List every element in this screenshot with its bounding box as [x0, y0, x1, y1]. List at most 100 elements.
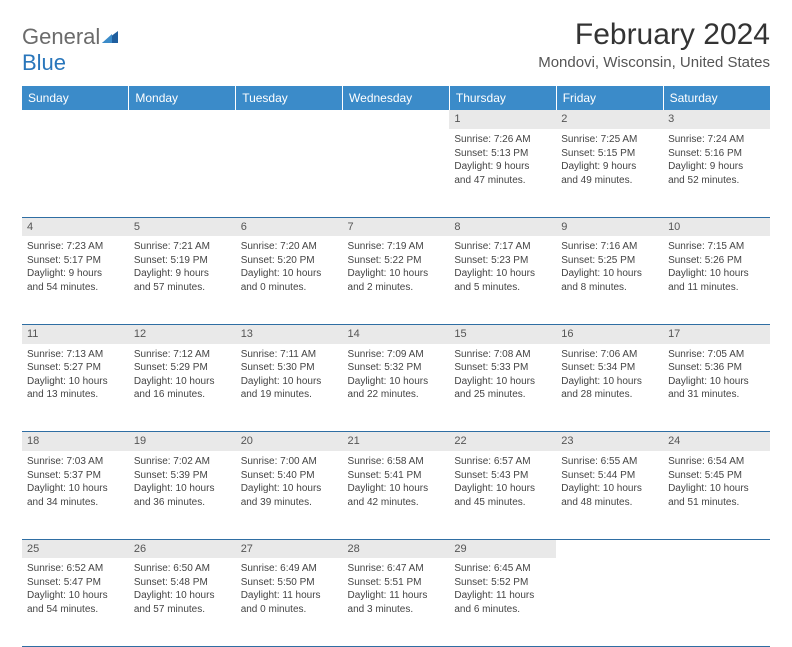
day-cell-line: Daylight: 9 hours: [561, 160, 658, 174]
day-cell-line: and 34 minutes.: [27, 496, 124, 510]
day-number-cell: 18: [22, 432, 129, 451]
day-cell: Sunrise: 7:15 AMSunset: 5:26 PMDaylight:…: [663, 236, 770, 324]
day-cell: Sunrise: 7:20 AMSunset: 5:20 PMDaylight:…: [236, 236, 343, 324]
calendar-table: Sunday Monday Tuesday Wednesday Thursday…: [22, 86, 770, 647]
day-cell-line: Sunrise: 7:08 AM: [454, 348, 551, 362]
day-cell-line: Daylight: 10 hours: [454, 482, 551, 496]
day-cell: Sunrise: 7:09 AMSunset: 5:32 PMDaylight:…: [343, 344, 450, 432]
day-cell-line: Daylight: 10 hours: [668, 267, 765, 281]
day-number-cell: 21: [343, 432, 450, 451]
day-cell-line: and 16 minutes.: [134, 388, 231, 402]
day-cell-line: Sunset: 5:34 PM: [561, 361, 658, 375]
day-content-row: Sunrise: 7:03 AMSunset: 5:37 PMDaylight:…: [22, 451, 770, 539]
day-content-row: Sunrise: 6:52 AMSunset: 5:47 PMDaylight:…: [22, 558, 770, 646]
day-cell: Sunrise: 6:57 AMSunset: 5:43 PMDaylight:…: [449, 451, 556, 539]
day-cell-line: and 57 minutes.: [134, 281, 231, 295]
day-cell-line: Sunrise: 7:09 AM: [348, 348, 445, 362]
location-subtitle: Mondovi, Wisconsin, United States: [538, 54, 770, 71]
day-cell: [343, 129, 450, 217]
day-cell: [22, 129, 129, 217]
day-cell-line: Sunrise: 7:20 AM: [241, 240, 338, 254]
day-cell-line: Sunset: 5:52 PM: [454, 576, 551, 590]
day-header: Sunday: [22, 86, 129, 110]
day-cell-line: Sunrise: 7:17 AM: [454, 240, 551, 254]
day-cell-line: Daylight: 9 hours: [134, 267, 231, 281]
day-number-cell: 6: [236, 217, 343, 236]
day-cell: Sunrise: 7:05 AMSunset: 5:36 PMDaylight:…: [663, 344, 770, 432]
day-cell-line: Daylight: 11 hours: [241, 589, 338, 603]
day-cell-line: Daylight: 10 hours: [241, 267, 338, 281]
day-number-cell: 3: [663, 110, 770, 129]
day-cell: [663, 558, 770, 646]
day-cell-line: and 6 minutes.: [454, 603, 551, 617]
day-cell-line: Sunset: 5:45 PM: [668, 469, 765, 483]
day-number-row: 45678910: [22, 217, 770, 236]
day-cell-line: Sunset: 5:40 PM: [241, 469, 338, 483]
day-cell-line: Daylight: 10 hours: [348, 375, 445, 389]
day-cell: Sunrise: 7:17 AMSunset: 5:23 PMDaylight:…: [449, 236, 556, 324]
day-cell: [556, 558, 663, 646]
day-cell-line: Daylight: 11 hours: [454, 589, 551, 603]
day-cell: [129, 129, 236, 217]
day-number-cell: 11: [22, 324, 129, 343]
day-cell-line: and 54 minutes.: [27, 281, 124, 295]
day-cell: Sunrise: 7:03 AMSunset: 5:37 PMDaylight:…: [22, 451, 129, 539]
day-cell-line: Sunrise: 7:12 AM: [134, 348, 231, 362]
page-header: General Blue February 2024 Mondovi, Wisc…: [22, 18, 770, 76]
day-header: Monday: [129, 86, 236, 110]
day-cell-line: Sunset: 5:41 PM: [348, 469, 445, 483]
day-cell-line: Sunset: 5:15 PM: [561, 147, 658, 161]
day-cell-line: Sunset: 5:30 PM: [241, 361, 338, 375]
day-cell-line: Sunrise: 7:02 AM: [134, 455, 231, 469]
day-cell-line: Sunrise: 6:54 AM: [668, 455, 765, 469]
day-cell: Sunrise: 7:08 AMSunset: 5:33 PMDaylight:…: [449, 344, 556, 432]
day-number-cell: 5: [129, 217, 236, 236]
day-cell-line: Daylight: 10 hours: [27, 589, 124, 603]
day-cell-line: and 31 minutes.: [668, 388, 765, 402]
day-cell-line: Sunset: 5:32 PM: [348, 361, 445, 375]
day-number-cell: 7: [343, 217, 450, 236]
day-cell-line: Sunrise: 7:11 AM: [241, 348, 338, 362]
day-cell-line: Sunset: 5:33 PM: [454, 361, 551, 375]
day-header: Thursday: [449, 86, 556, 110]
day-cell-line: Sunset: 5:47 PM: [27, 576, 124, 590]
day-number-row: 18192021222324: [22, 432, 770, 451]
day-cell-line: and 47 minutes.: [454, 174, 551, 188]
day-cell: Sunrise: 7:06 AMSunset: 5:34 PMDaylight:…: [556, 344, 663, 432]
day-cell-line: Daylight: 10 hours: [668, 482, 765, 496]
day-cell-line: and 49 minutes.: [561, 174, 658, 188]
day-cell-line: Sunset: 5:23 PM: [454, 254, 551, 268]
day-cell-line: Daylight: 10 hours: [134, 482, 231, 496]
day-cell: Sunrise: 7:00 AMSunset: 5:40 PMDaylight:…: [236, 451, 343, 539]
day-cell-line: Sunrise: 6:52 AM: [27, 562, 124, 576]
day-cell-line: Sunrise: 7:24 AM: [668, 133, 765, 147]
day-cell-line: Sunrise: 6:57 AM: [454, 455, 551, 469]
day-number-row: 2526272829: [22, 539, 770, 558]
day-number-cell: 14: [343, 324, 450, 343]
day-number-cell: [343, 110, 450, 129]
day-content-row: Sunrise: 7:26 AMSunset: 5:13 PMDaylight:…: [22, 129, 770, 217]
day-cell-line: Sunset: 5:48 PM: [134, 576, 231, 590]
day-number-cell: 4: [22, 217, 129, 236]
day-cell-line: Sunrise: 6:45 AM: [454, 562, 551, 576]
day-number-cell: 24: [663, 432, 770, 451]
day-cell-line: Daylight: 10 hours: [134, 589, 231, 603]
brand-text-blue: Blue: [22, 50, 66, 75]
day-number-cell: 20: [236, 432, 343, 451]
day-cell-line: Daylight: 10 hours: [348, 482, 445, 496]
day-cell-line: Sunrise: 7:21 AM: [134, 240, 231, 254]
day-cell: Sunrise: 7:21 AMSunset: 5:19 PMDaylight:…: [129, 236, 236, 324]
day-cell: Sunrise: 6:52 AMSunset: 5:47 PMDaylight:…: [22, 558, 129, 646]
day-header: Saturday: [663, 86, 770, 110]
day-cell-line: Sunset: 5:20 PM: [241, 254, 338, 268]
brand-sail-icon: [100, 29, 120, 50]
day-cell-line: and 5 minutes.: [454, 281, 551, 295]
day-cell-line: Sunset: 5:22 PM: [348, 254, 445, 268]
day-cell: Sunrise: 7:25 AMSunset: 5:15 PMDaylight:…: [556, 129, 663, 217]
day-cell-line: and 3 minutes.: [348, 603, 445, 617]
day-cell-line: Daylight: 10 hours: [668, 375, 765, 389]
day-cell-line: Sunrise: 6:50 AM: [134, 562, 231, 576]
day-cell-line: Sunrise: 7:19 AM: [348, 240, 445, 254]
day-cell-line: Daylight: 10 hours: [348, 267, 445, 281]
day-cell-line: Sunrise: 6:58 AM: [348, 455, 445, 469]
